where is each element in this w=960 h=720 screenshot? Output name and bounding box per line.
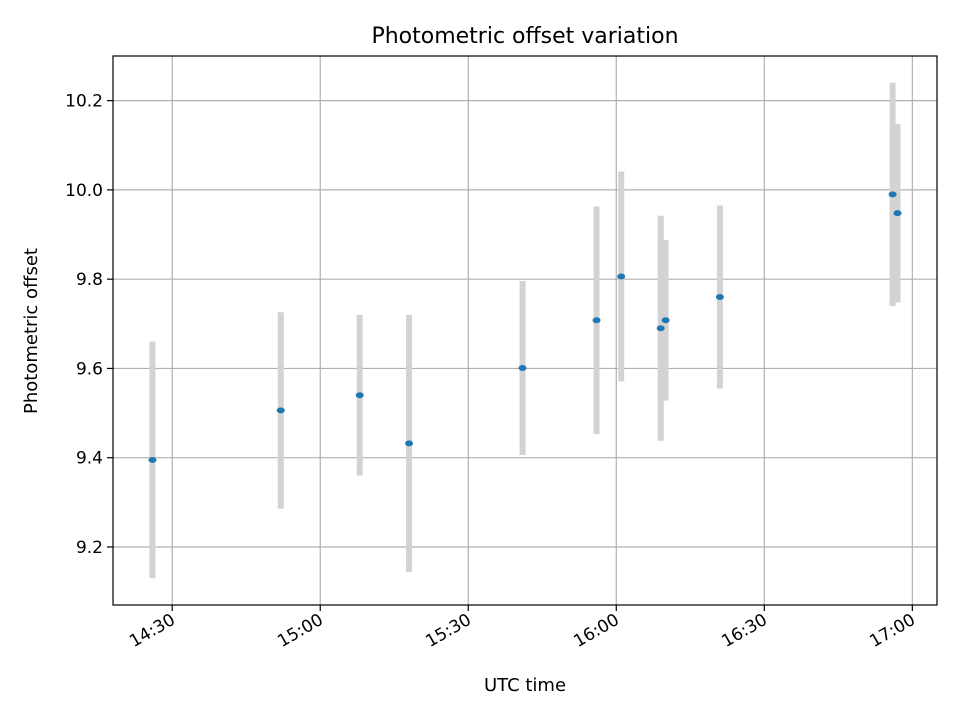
data-point <box>592 317 601 324</box>
data-points <box>148 191 902 463</box>
y-axis-label: Photometric offset <box>21 248 42 414</box>
y-axis: 9.2 9.4 9.6 9.8 10.0 10.2 <box>65 92 113 558</box>
data-point <box>893 210 902 217</box>
x-tick-label: 16:00 <box>570 610 622 652</box>
data-point <box>888 191 897 198</box>
y-tick-label: 9.2 <box>76 538 103 558</box>
x-tick-label: 16:30 <box>718 610 770 652</box>
chart-title: Photometric offset variation <box>371 24 678 49</box>
data-point <box>715 294 724 301</box>
data-point <box>276 407 285 414</box>
x-tick-label: 14:30 <box>126 610 178 652</box>
y-tick-label: 9.4 <box>76 449 103 469</box>
data-point <box>661 317 670 324</box>
x-tick-label: 15:00 <box>274 610 326 652</box>
y-tick-label: 9.6 <box>76 359 103 379</box>
data-point <box>355 392 364 399</box>
y-tick-label: 9.8 <box>76 270 103 290</box>
x-axis: 14:30 15:00 15:30 16:00 16:30 17:00 <box>126 605 919 652</box>
error-bars <box>149 82 901 579</box>
data-point <box>617 273 626 280</box>
y-tick-label: 10.0 <box>65 181 103 201</box>
x-tick-label: 15:30 <box>422 610 474 652</box>
data-point <box>405 440 414 447</box>
data-point <box>656 325 665 332</box>
y-tick-label: 10.2 <box>65 92 103 112</box>
x-tick-label: 17:00 <box>866 610 918 652</box>
data-point <box>148 456 157 463</box>
data-point <box>518 364 527 371</box>
plot-frame <box>112 55 938 606</box>
x-axis-label: UTC time <box>484 675 566 696</box>
